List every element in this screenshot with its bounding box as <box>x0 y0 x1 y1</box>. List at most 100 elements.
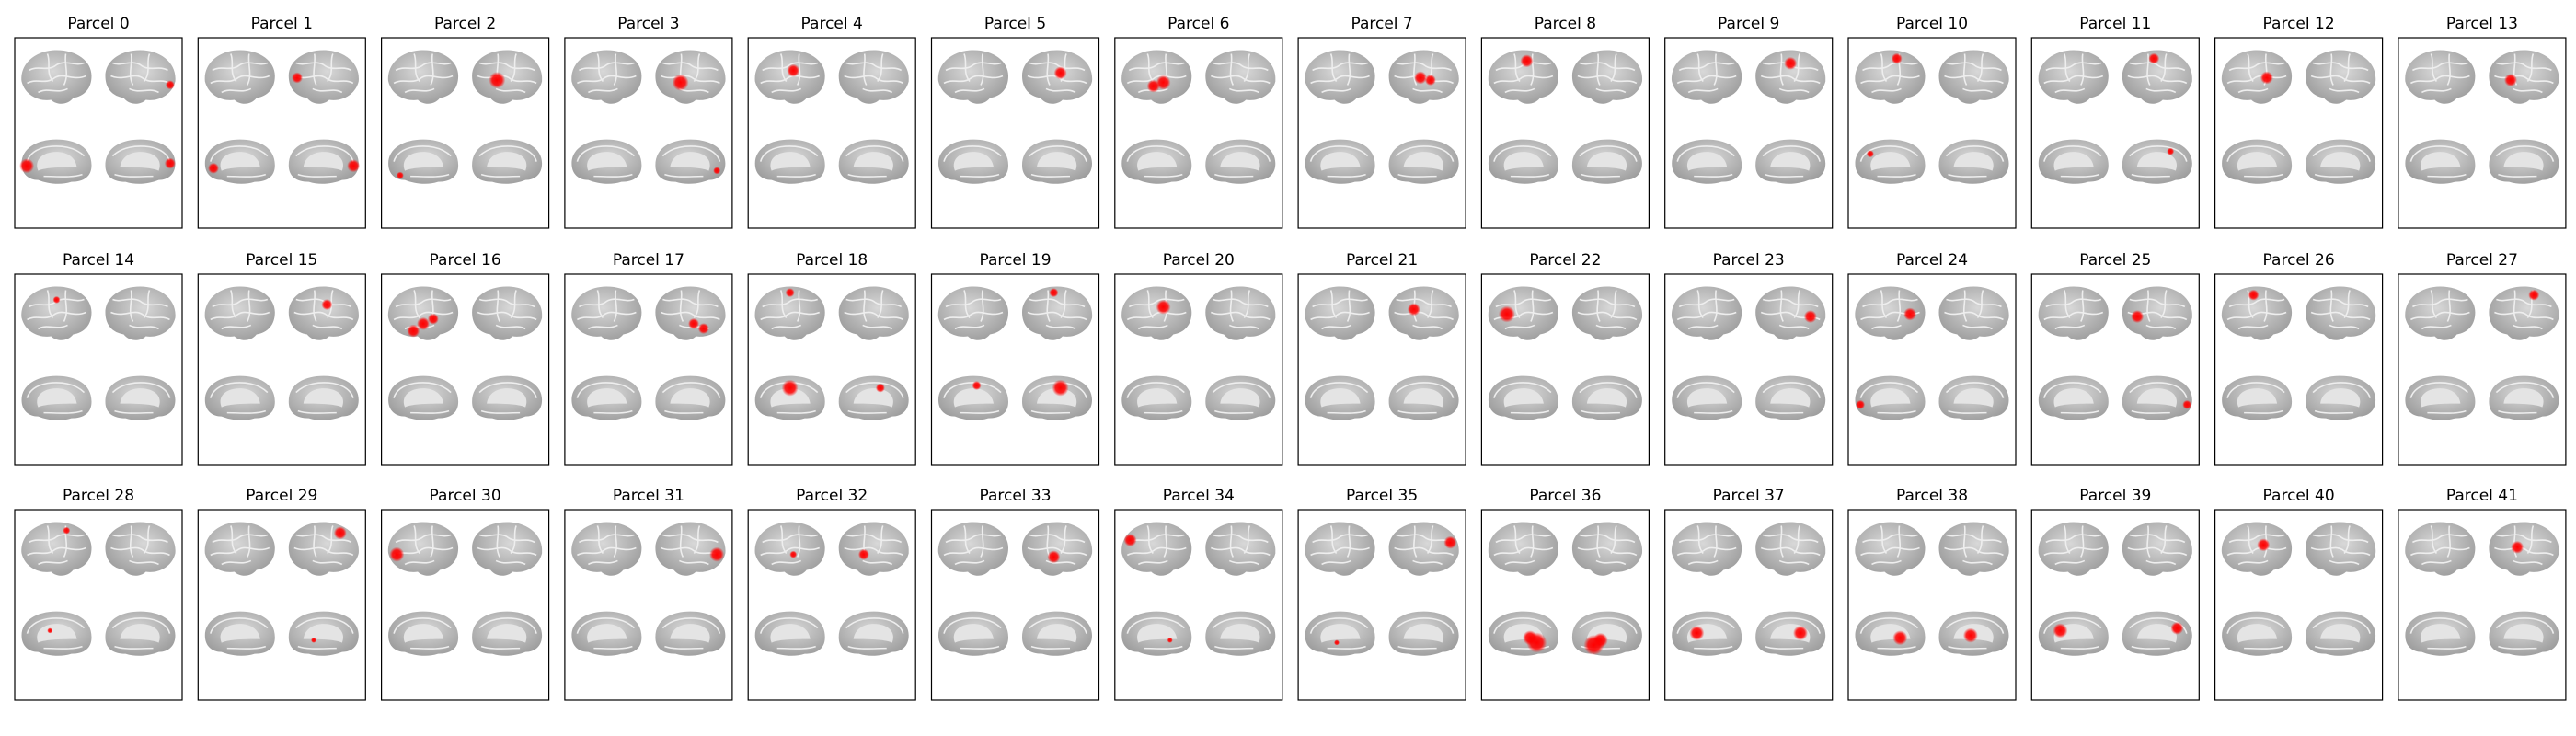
medial-view <box>1854 374 1926 421</box>
activation <box>1784 56 1798 70</box>
medial-view <box>1671 610 1742 657</box>
activation <box>2528 289 2540 301</box>
activation <box>47 627 53 634</box>
panel-title: Parcel 9 <box>1718 15 1779 33</box>
panel: Parcel 23 <box>1664 251 1834 466</box>
medial-view <box>2305 138 2376 185</box>
activation <box>1891 52 1903 64</box>
activation <box>165 80 175 90</box>
panel: Parcel 10 <box>1847 15 2017 229</box>
panel-title: Parcel 19 <box>979 251 1051 270</box>
medial-view <box>2488 138 2560 185</box>
panel-title: Parcel 20 <box>1163 251 1235 270</box>
activation <box>1052 379 1069 397</box>
panel-title: Parcel 40 <box>2263 487 2335 505</box>
medial-view <box>1021 610 1093 657</box>
medial-view <box>1571 374 1643 421</box>
panel: Parcel 21 <box>1297 251 1466 466</box>
panel: Parcel 18 <box>747 251 916 466</box>
medial-view <box>1121 138 1193 185</box>
medial-view <box>2404 138 2477 185</box>
medial-view <box>104 138 177 185</box>
medial-view <box>1571 610 1643 657</box>
medial-view <box>1387 610 1460 657</box>
medial-view <box>2038 610 2110 657</box>
activation <box>713 167 721 175</box>
medial-view <box>1304 610 1376 657</box>
panel: Parcel 31 <box>564 487 733 701</box>
panel: Parcel 15 <box>197 251 366 466</box>
panel: Parcel 38 <box>1847 487 2017 701</box>
medial-view <box>2122 374 2193 421</box>
activation <box>407 324 420 338</box>
activation <box>489 72 506 89</box>
panel: Parcel 41 <box>2398 487 2567 701</box>
medial-view <box>2122 610 2193 657</box>
panel: Parcel 19 <box>930 251 1100 466</box>
panel: Parcel 22 <box>1480 251 1650 466</box>
activation <box>1146 79 1160 93</box>
activation <box>63 526 71 535</box>
panel-title: Parcel 21 <box>1346 251 1418 270</box>
panel-title: Parcel 0 <box>67 15 129 33</box>
medial-view <box>287 374 360 421</box>
panel: Parcel 11 <box>2030 15 2200 229</box>
medial-view <box>2122 138 2193 185</box>
activation <box>2248 289 2260 301</box>
panel: Parcel 30 <box>381 487 550 701</box>
medial-view <box>1854 610 1926 657</box>
medial-view <box>1488 138 1559 185</box>
panel: Parcel 3 <box>564 15 733 229</box>
activation <box>1443 535 1457 549</box>
panel-title: Parcel 26 <box>2263 251 2335 270</box>
panel: Parcel 0 <box>14 15 183 229</box>
medial-view <box>654 374 727 421</box>
panel: Parcel 17 <box>564 251 733 466</box>
activation <box>789 550 798 558</box>
activation <box>1962 627 1978 643</box>
activation <box>52 295 61 304</box>
medial-view <box>387 374 459 421</box>
panel-title: Parcel 18 <box>796 251 868 270</box>
panel-title: Parcel 31 <box>613 487 684 505</box>
activation <box>19 158 35 174</box>
medial-view <box>2305 374 2376 421</box>
medial-view <box>937 610 1009 657</box>
panel: Parcel 16 <box>381 251 550 466</box>
medial-view <box>2038 374 2110 421</box>
medial-view <box>1854 138 1926 185</box>
panel: Parcel 35 <box>1297 487 1466 701</box>
activation <box>417 316 431 330</box>
medial-view <box>1754 610 1826 657</box>
medial-view <box>1488 374 1559 421</box>
medial-view <box>837 374 910 421</box>
medial-view <box>1121 610 1193 657</box>
medial-view <box>104 610 177 657</box>
activation <box>1414 71 1427 85</box>
activation <box>1866 150 1874 158</box>
activation <box>787 63 800 77</box>
panel-title: Parcel 10 <box>1896 15 1968 33</box>
activation <box>1407 303 1420 316</box>
activation <box>2260 71 2273 85</box>
panel-title: Parcel 14 <box>63 251 134 270</box>
panel-title: Parcel 8 <box>1535 15 1596 33</box>
activation <box>688 317 699 329</box>
panel-title: Parcel 36 <box>1529 487 1601 505</box>
activation <box>857 548 869 560</box>
activation <box>781 379 799 397</box>
medial-view <box>203 374 276 421</box>
panel-title: Parcel 30 <box>430 487 501 505</box>
panel-title: Parcel 23 <box>1713 251 1785 270</box>
activation <box>2170 621 2184 635</box>
panel-title: Parcel 5 <box>984 15 1046 33</box>
activation <box>1523 630 1538 646</box>
panel: Parcel 36 <box>1480 487 1650 701</box>
activation <box>2504 74 2517 87</box>
activation <box>208 162 219 174</box>
panel: Parcel 39 <box>2030 487 2200 701</box>
panel: Parcel 40 <box>2214 487 2384 701</box>
medial-view <box>2038 138 2110 185</box>
activation <box>1520 54 1534 68</box>
activation <box>697 323 709 335</box>
